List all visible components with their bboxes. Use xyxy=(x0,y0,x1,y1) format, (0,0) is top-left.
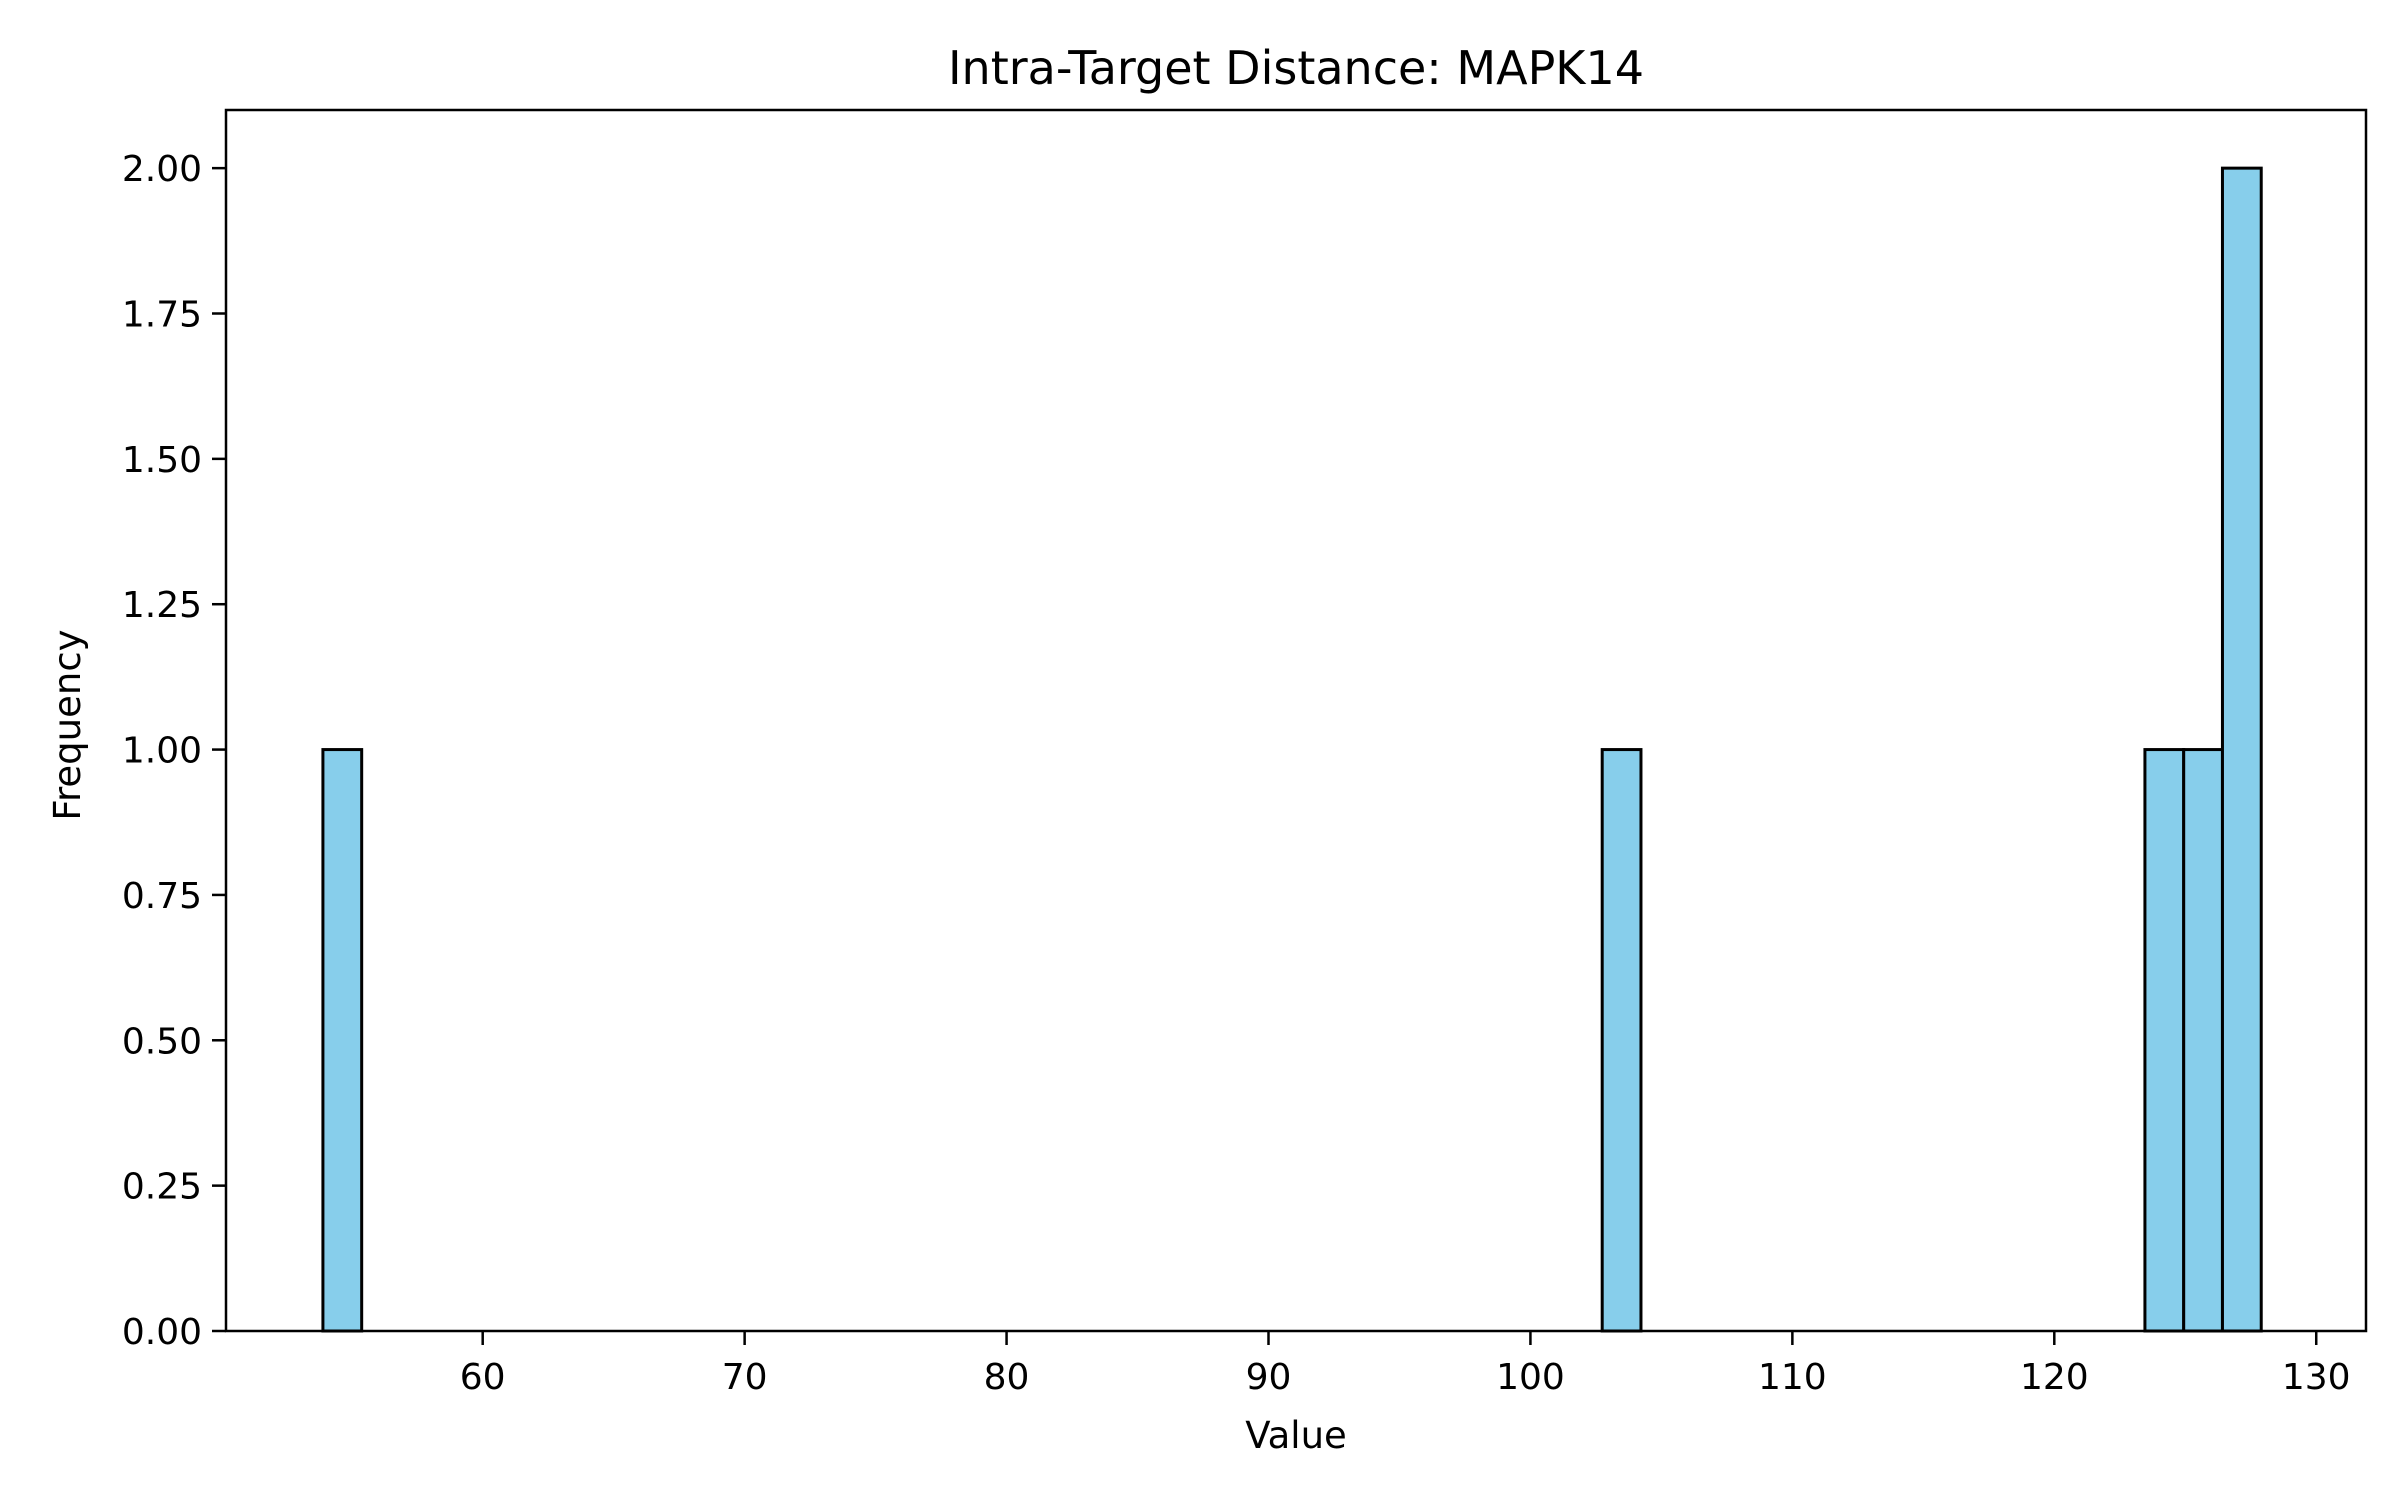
y-tick-label: 1.50 xyxy=(122,440,202,481)
x-tick-label: 70 xyxy=(722,1357,768,1398)
y-tick-label: 1.75 xyxy=(122,295,202,336)
histogram-bar xyxy=(321,748,364,1333)
y-axis-label: Frequency xyxy=(46,629,89,820)
y-tick-label: 0.50 xyxy=(122,1021,202,1062)
y-tick-label: 2.00 xyxy=(122,149,202,190)
plot-area-frame xyxy=(224,108,2368,1333)
y-tick-label: 1.25 xyxy=(122,585,202,626)
x-tick-label: 60 xyxy=(460,1357,506,1398)
chart-title: Intra-Target Distance: MAPK14 xyxy=(948,41,1644,95)
y-tick-label: 0.00 xyxy=(122,1312,202,1353)
x-tick-label: 130 xyxy=(2282,1357,2351,1398)
y-tick-label: 1.00 xyxy=(122,731,202,772)
x-axis-ticks: 60 70 80 90 100 110 120 130 xyxy=(460,1331,2351,1398)
y-tick-label: 0.25 xyxy=(122,1167,202,1208)
y-tick-label: 0.75 xyxy=(122,876,202,917)
histogram-bars xyxy=(321,166,2263,1333)
histogram-bar xyxy=(1600,748,1643,1333)
y-axis-ticks: 0.00 0.25 0.50 0.75 1.00 1.25 1.50 1.75 2.00 xyxy=(122,149,226,1353)
x-tick-label: 110 xyxy=(1758,1357,1827,1398)
histogram-bar xyxy=(2143,748,2186,1333)
x-tick-label: 120 xyxy=(2020,1357,2089,1398)
x-tick-label: 90 xyxy=(1246,1357,1292,1398)
x-axis-label: Value xyxy=(1245,1414,1347,1457)
x-tick-label: 80 xyxy=(984,1357,1030,1398)
x-tick-label: 100 xyxy=(1496,1357,1565,1398)
histogram-bar xyxy=(2220,166,2263,1333)
histogram-bar xyxy=(2182,748,2224,1333)
